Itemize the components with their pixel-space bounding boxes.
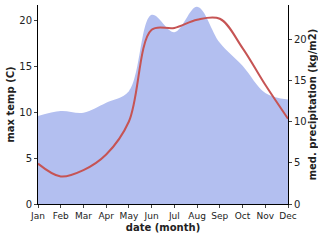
svg-text:Nov: Nov — [256, 211, 274, 221]
svg-text:10: 10 — [294, 116, 307, 127]
svg-text:Aug: Aug — [188, 211, 206, 221]
svg-text:Dec: Dec — [279, 211, 296, 221]
svg-text:20: 20 — [294, 34, 307, 45]
svg-text:May: May — [120, 211, 139, 221]
svg-text:Feb: Feb — [53, 211, 69, 221]
svg-text:Jun: Jun — [144, 211, 159, 221]
svg-text:date (month): date (month) — [126, 222, 200, 233]
svg-text:20: 20 — [19, 15, 32, 26]
svg-text:Apr: Apr — [98, 211, 114, 221]
svg-text:Sep: Sep — [211, 211, 228, 221]
svg-text:med. precipitation (kg/m2): med. precipitation (kg/m2) — [307, 29, 318, 181]
svg-text:5: 5 — [294, 157, 300, 168]
svg-text:15: 15 — [19, 61, 32, 72]
svg-text:Oct: Oct — [235, 211, 251, 221]
svg-text:max temp (C): max temp (C) — [5, 66, 16, 142]
svg-text:0: 0 — [26, 199, 32, 210]
svg-text:Mar: Mar — [75, 211, 92, 221]
svg-text:5: 5 — [26, 153, 32, 164]
svg-text:10: 10 — [19, 107, 32, 118]
svg-text:Jan: Jan — [30, 211, 45, 221]
svg-text:0: 0 — [294, 199, 300, 210]
svg-text:15: 15 — [294, 75, 307, 86]
svg-text:Jul: Jul — [168, 211, 180, 221]
